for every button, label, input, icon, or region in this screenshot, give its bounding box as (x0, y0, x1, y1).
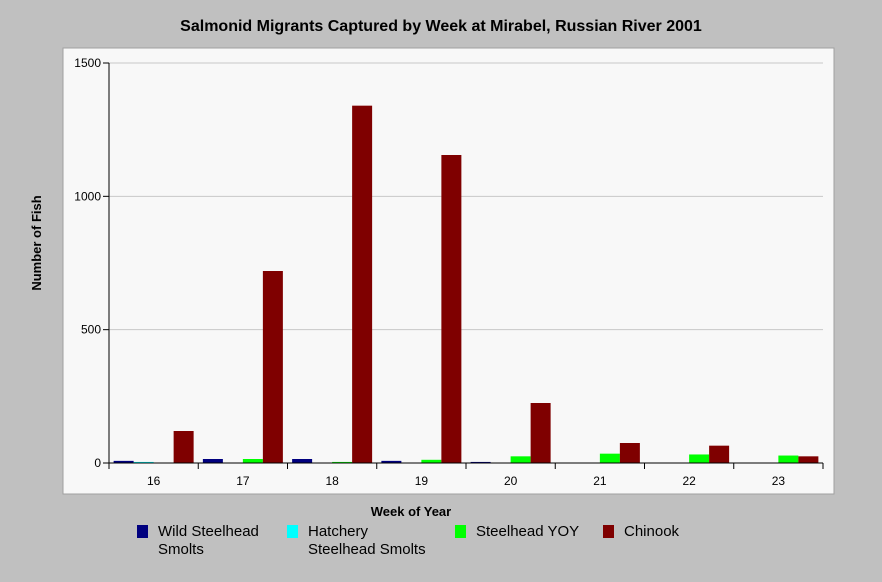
bar-steelhead-yoy-week-19 (421, 459, 442, 463)
bar-chinook-week-19 (441, 155, 462, 463)
legend-label: Chinook (624, 523, 680, 540)
bar-wild-steelhead-smolts-week-19 (381, 460, 402, 463)
bar-wild-steelhead-smolts-week-20 (470, 461, 491, 463)
x-axis-label: Week of Year (371, 504, 451, 519)
bar-wild-steelhead-smolts-week-16 (113, 460, 134, 463)
bar-steelhead-yoy-week-23 (778, 455, 799, 463)
bar-steelhead-yoy-week-21 (599, 453, 620, 463)
y-tick-label: 0 (94, 456, 101, 470)
bar-chinook-week-18 (352, 105, 373, 464)
bar-steelhead-yoy-week-22 (689, 454, 710, 463)
chart-title: Salmonid Migrants Captured by Week at Mi… (180, 18, 702, 35)
bar-chinook-week-22 (709, 445, 730, 463)
bar-chinook-week-17 (262, 271, 283, 463)
x-tick-label: 21 (593, 474, 607, 488)
x-tick-label: 20 (504, 474, 518, 488)
x-tick-label: 16 (147, 474, 161, 488)
y-tick-label: 500 (81, 323, 101, 337)
bar-wild-steelhead-smolts-week-18 (292, 459, 313, 463)
bar-steelhead-yoy-week-18 (332, 461, 353, 463)
bar-wild-steelhead-smolts-week-17 (202, 459, 223, 463)
legend-swatch (603, 525, 614, 538)
legend-swatch (137, 525, 148, 538)
bar-chinook-week-20 (530, 403, 551, 463)
y-tick-label: 1500 (74, 56, 101, 70)
x-tick-label: 19 (415, 474, 429, 488)
legend-label: Hatchery Steelhead Smolts (308, 523, 426, 558)
bar-steelhead-yoy-week-20 (510, 456, 531, 463)
legend-item: Hatchery Steelhead Smolts (287, 523, 426, 559)
bars (113, 105, 819, 464)
y-tick-label: 1000 (74, 189, 101, 203)
legend-label: Wild Steelhead Smolts (158, 523, 259, 558)
bar-hatchery-steelhead-smolts-week-16 (133, 461, 154, 463)
legend-swatch (287, 525, 298, 538)
legend-item: Steelhead YOY (455, 523, 579, 541)
x-tick-label: 22 (682, 474, 696, 488)
legend-item: Wild Steelhead Smolts (137, 523, 259, 559)
bar-chinook-week-16 (173, 431, 194, 463)
bar-chinook-week-21 (619, 443, 640, 463)
bar-steelhead-yoy-week-17 (242, 459, 263, 463)
legend-label: Steelhead YOY (476, 523, 580, 540)
x-tick-label: 23 (772, 474, 786, 488)
axes: 0 500 1000 1500 16 17 18 19 20 21 22 23 (74, 56, 824, 488)
grid-lines (109, 62, 823, 331)
x-tick-label: 18 (325, 474, 339, 488)
x-tick-label: 17 (236, 474, 250, 488)
bar-chinook-week-23 (798, 456, 819, 463)
legend-item: Chinook (603, 523, 679, 541)
y-axis-label: Number of Fish (29, 195, 44, 290)
legend: Wild Steelhead Smolts Hatchery Steelhead Sm… (0, 523, 882, 573)
legend-swatch (455, 525, 466, 538)
